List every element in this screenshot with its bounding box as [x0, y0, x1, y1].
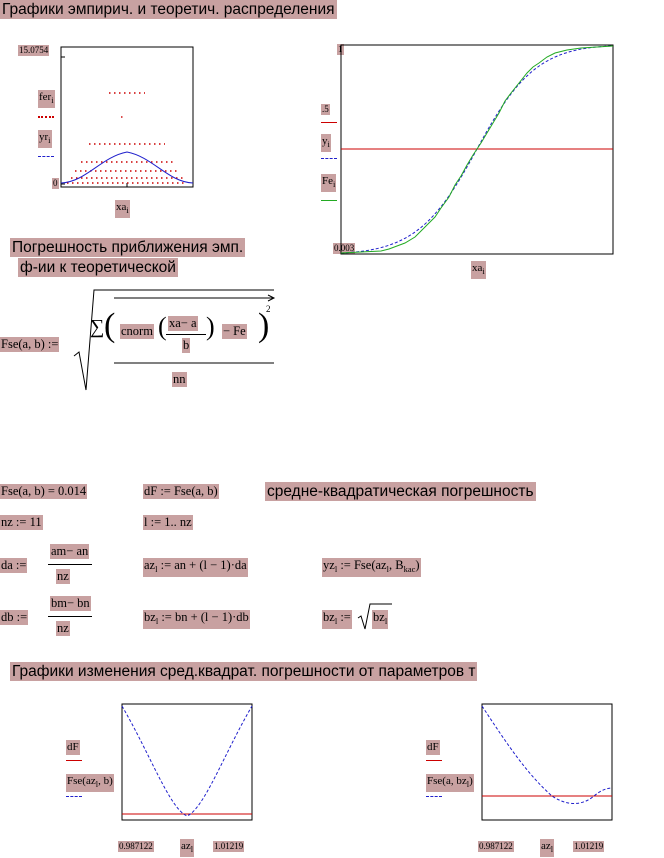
da-lhs: da :=	[0, 558, 28, 573]
plot1-trace1-label: feri	[38, 90, 55, 108]
fse-result[interactable]: Fse(a, b) = 0.014	[0, 484, 88, 499]
plot4-xmin-label: 0.987122	[478, 841, 514, 852]
bz-definition[interactable]: bzl := bn + (l − 1)·db	[143, 610, 250, 629]
plot4-x-label: azl	[540, 839, 555, 857]
plot2-trace1-legend	[321, 158, 337, 159]
plot2-canvas	[340, 44, 614, 255]
plot4-trace1-label: dF	[426, 740, 440, 755]
da-num: am− an	[50, 544, 90, 559]
plot1-ymin-label: 0	[52, 178, 59, 189]
db-definition[interactable]: db := bm− bn nz	[0, 596, 110, 640]
da-den: nz	[56, 569, 70, 584]
plot1-trace2-label: yri	[38, 130, 52, 148]
db-lhs: db :=	[0, 610, 29, 625]
az-definition[interactable]: azl := an + (l − 1)·da	[143, 558, 248, 577]
plot4[interactable]: dF Fse(a, bzl) 0.987122 azl 1.01219	[420, 700, 620, 858]
range-definition[interactable]: l := 1.. nz	[143, 515, 193, 530]
plot1-empirical-points	[67, 92, 187, 184]
plot3-trace1-label: dF	[66, 740, 80, 755]
plot2-trace1-label: yi	[321, 134, 331, 152]
plot2-empirical-cdf	[340, 45, 614, 254]
df-definition[interactable]: dF := Fse(a, b)	[143, 484, 219, 499]
plot4-xmax-label: 1.01219	[573, 841, 605, 852]
plot4-trace1-legend	[426, 760, 442, 761]
plot3-trace2-label: Fse(azl, b)	[66, 774, 114, 792]
plot3-trace1-legend	[66, 760, 82, 761]
fse-close-paren: )	[258, 307, 270, 344]
plot2-ymid-label: .5	[321, 104, 330, 115]
plot3-x-label: azl	[180, 839, 195, 857]
plot4-trace2-legend	[426, 796, 442, 797]
fse-formula[interactable]: Fse(a, b) := ∑ ( cnorm ( xa− a b ) − Fe …	[0, 286, 290, 396]
bz2-lhs: bzl :=	[322, 610, 352, 629]
db-den: nz	[56, 621, 70, 636]
plot4-fse-curve	[481, 705, 613, 804]
fse-inner-close: )	[206, 312, 215, 341]
bz2-sqrt-sign	[357, 603, 392, 630]
fse-num: xa− a	[168, 316, 198, 331]
fse-den: b	[182, 338, 191, 353]
plot2-trace2-legend	[321, 200, 337, 201]
plot3-canvas	[121, 703, 253, 821]
rms-error-label: средне-квадратическая погрешность	[265, 482, 536, 501]
plot1-canvas	[60, 46, 194, 188]
db-num: bm− bn	[50, 596, 91, 611]
plot2-ymin-label: 0.003	[333, 243, 356, 254]
plot2-ymid-legend	[321, 122, 337, 123]
plot3-xmin-label: 0.987122	[118, 841, 154, 852]
fse-denominator: nn	[172, 372, 187, 387]
plot2-trace2-label: Fei	[321, 174, 337, 192]
plot3-xmax-label: 1.01219	[213, 841, 245, 852]
error-title-line1: Погрешность приближения эмп.	[10, 238, 246, 257]
fse-inner-paren: (	[158, 312, 167, 341]
fse-sqrt-sign	[73, 289, 276, 391]
bz2-root: bzl	[372, 610, 389, 629]
fse-sum: ∑	[90, 316, 105, 338]
plot1-x-label: xai	[115, 200, 130, 218]
fse-lhs: Fse(a, b) :=	[0, 337, 60, 352]
plot1-ymax-label: 15.0754	[18, 45, 50, 56]
nz-definition[interactable]: nz := 11	[0, 515, 43, 530]
bz-sqrt-definition[interactable]: bzl := bzl	[322, 602, 402, 632]
plot1[interactable]: 15.0754 0 feri yri xai	[0, 40, 200, 220]
da-definition[interactable]: da := am− an nz	[0, 544, 110, 588]
plot3-fse-curve	[121, 705, 253, 817]
change-title: Графики изменения сред.квадрат. погрешно…	[10, 662, 478, 681]
plot2-x-label: xai	[471, 261, 486, 279]
plot2[interactable]: 1 .5 0.003 yi Fei xai	[315, 40, 615, 285]
graphs-title: Графики эмпирич. и теоретич. распределен…	[0, 0, 337, 19]
plot2-ymax-label: 1	[337, 44, 344, 55]
plot3[interactable]: dF Fse(azl, b) 0.987122 azl 1.01219	[60, 700, 260, 858]
fse-open-paren: (	[104, 307, 116, 344]
fse-cnorm: cnorm	[120, 324, 154, 339]
plot1-trace1-legend	[38, 116, 54, 118]
plot3-trace2-legend	[66, 796, 82, 797]
plot1-density-curve	[60, 151, 194, 184]
error-title-line2: ф-ии к теоретической	[18, 258, 178, 277]
fse-power: 2	[266, 304, 271, 314]
fse-minus-fe: − Fe	[222, 324, 247, 339]
yz-definition[interactable]: yzl := Fse(azl, Bkac)	[322, 558, 421, 577]
plot1-trace2-legend	[38, 156, 54, 157]
plot4-trace2-label: Fse(a, bzl)	[426, 774, 474, 792]
plot4-canvas	[481, 703, 613, 821]
